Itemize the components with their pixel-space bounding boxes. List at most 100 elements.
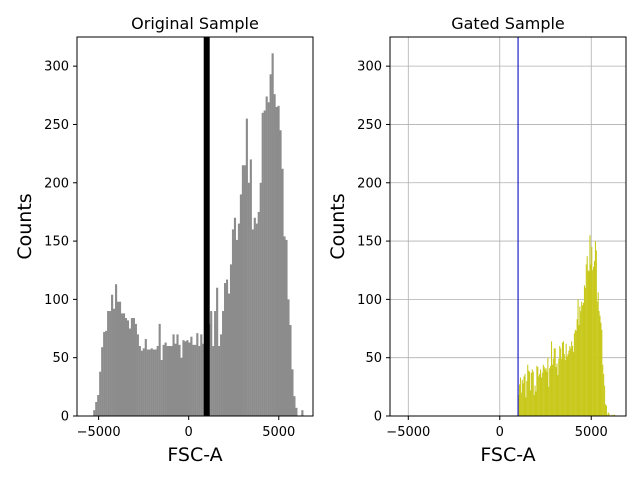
gated-sample-panel: −5000 0 5000 0 50 100 150 200 250 300 Gated Sample… bbox=[327, 14, 627, 466]
histogram-bar bbox=[186, 340, 189, 416]
histogram-bar bbox=[599, 315, 601, 416]
histogram-bar bbox=[613, 414, 615, 416]
histogram-bar bbox=[301, 410, 304, 416]
histogram-bar bbox=[166, 346, 169, 416]
histogram-bar bbox=[606, 414, 608, 416]
histogram-bar bbox=[216, 287, 219, 416]
histogram-bar bbox=[578, 325, 580, 416]
histogram-bar bbox=[600, 322, 602, 416]
histogram-bar bbox=[103, 332, 106, 416]
histogram-bar bbox=[584, 287, 586, 416]
histogram-bar bbox=[220, 334, 223, 416]
histogram-bar bbox=[118, 301, 122, 416]
histogram-bar bbox=[202, 343, 205, 416]
histogram-bar bbox=[229, 264, 233, 416]
histogram-bar bbox=[591, 246, 593, 416]
histogram-bar bbox=[168, 346, 171, 416]
histogram-bar bbox=[178, 344, 181, 416]
histogram-bar bbox=[582, 305, 584, 416]
histogram-bar bbox=[608, 413, 610, 416]
histogram-bar bbox=[107, 311, 110, 416]
histogram-bar bbox=[597, 292, 599, 416]
histogram-bar bbox=[535, 391, 537, 416]
histogram-bar bbox=[601, 329, 603, 416]
histogram-bar bbox=[527, 364, 529, 416]
histogram-bar bbox=[522, 383, 524, 416]
histogram-bar bbox=[136, 334, 139, 416]
histogram-bar bbox=[550, 365, 552, 416]
histogram-bar bbox=[536, 365, 538, 416]
histogram-bar bbox=[225, 279, 229, 416]
histogram-bar bbox=[572, 346, 574, 416]
histogram-bar bbox=[566, 356, 568, 416]
histogram-bar bbox=[592, 270, 594, 416]
histogram-bar bbox=[561, 342, 564, 416]
histogram-bar bbox=[543, 367, 545, 416]
histogram-bar bbox=[562, 341, 564, 416]
histogram-bar bbox=[533, 395, 535, 416]
histogram-bar bbox=[567, 354, 569, 416]
histogram-bar bbox=[115, 284, 118, 416]
histogram-bar bbox=[138, 346, 141, 416]
histogram-bar bbox=[586, 256, 588, 416]
histogram-bar bbox=[269, 74, 272, 416]
histogram-bar bbox=[97, 395, 100, 416]
histogram-bar bbox=[546, 371, 548, 416]
histogram-bar bbox=[524, 374, 526, 416]
histogram-bar bbox=[523, 376, 525, 416]
histogram-bar bbox=[526, 381, 528, 416]
histogram-bar bbox=[99, 371, 102, 416]
y-tick-label: 0 bbox=[374, 410, 382, 425]
histogram-bar bbox=[611, 414, 613, 416]
histogram-bar bbox=[583, 285, 585, 416]
x-tick-label: −5000 bbox=[77, 425, 121, 440]
histogram-bar bbox=[287, 299, 290, 416]
histogram-bar bbox=[564, 360, 566, 416]
histogram-bar bbox=[140, 350, 143, 416]
y-tick-label: 150 bbox=[357, 235, 382, 250]
histogram-bar bbox=[146, 349, 149, 416]
y-tick-label: 100 bbox=[44, 293, 69, 308]
histogram-bar bbox=[281, 168, 284, 416]
histogram-bar bbox=[247, 182, 250, 416]
histogram-bar bbox=[255, 223, 258, 416]
histogram-bar bbox=[170, 346, 173, 416]
histogram-bar bbox=[574, 329, 576, 416]
y-tick-label: 250 bbox=[357, 118, 382, 133]
histogram-bar bbox=[218, 346, 221, 416]
histogram-bar bbox=[144, 339, 147, 416]
histogram-bar bbox=[575, 330, 577, 416]
histogram-bar bbox=[231, 229, 235, 416]
histogram-bar bbox=[212, 346, 215, 416]
x-tick-label: 0 bbox=[185, 425, 193, 440]
histogram-bar bbox=[580, 311, 582, 416]
histogram-bar bbox=[190, 336, 193, 416]
histogram-bar bbox=[263, 110, 266, 417]
histogram-bar bbox=[109, 311, 112, 416]
histogram-bar bbox=[271, 53, 274, 417]
histogram-bar bbox=[525, 397, 527, 416]
x-tick-label: 0 bbox=[496, 425, 504, 440]
histogram-bar bbox=[540, 377, 542, 416]
histogram-bar bbox=[251, 229, 254, 416]
histogram-bar bbox=[534, 385, 536, 416]
histogram-bar bbox=[561, 358, 563, 416]
histogram-bar bbox=[549, 368, 551, 416]
histogram-bar bbox=[233, 217, 237, 416]
histogram-bar bbox=[176, 334, 179, 416]
histogram-bar bbox=[198, 346, 201, 416]
histogram-bar bbox=[590, 264, 592, 416]
y-tick-label: 200 bbox=[357, 176, 382, 191]
original-sample-panel: −5000 0 5000 0 50 100 150 200 250 300 Original Sam… bbox=[14, 14, 314, 466]
histogram-bar bbox=[124, 318, 128, 416]
histogram-bar bbox=[172, 334, 175, 416]
histogram-bar bbox=[182, 340, 185, 416]
histogram-bar bbox=[563, 354, 565, 416]
histogram-bar bbox=[571, 341, 573, 416]
histogram-bar bbox=[105, 330, 108, 416]
histogram-bar bbox=[148, 349, 151, 416]
histogram-bar bbox=[126, 320, 130, 416]
x-tick-label: 5000 bbox=[262, 425, 295, 440]
histogram-bar bbox=[554, 348, 556, 416]
histogram-bar bbox=[553, 348, 555, 416]
